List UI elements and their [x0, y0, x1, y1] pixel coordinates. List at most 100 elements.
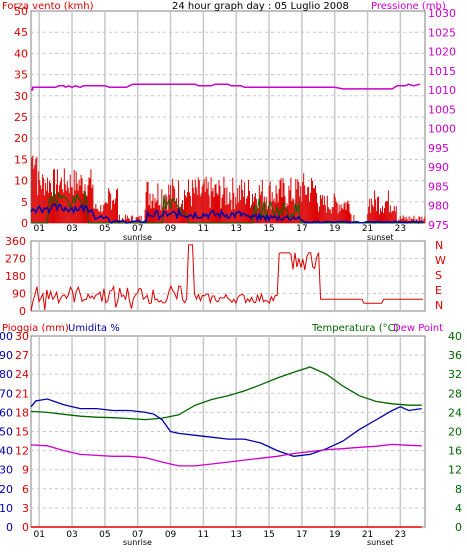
hum-ytick-30: 30 — [15, 330, 29, 343]
hum-ytick-6: 6 — [22, 483, 29, 496]
pressure-ytick-990: 990 — [428, 161, 449, 174]
pressure-ytick-1030: 1030 — [428, 7, 456, 20]
wind-ytick-50: 50 — [14, 5, 28, 18]
temp-ytick-16: 16 — [448, 445, 462, 458]
wind-ytick-0: 0 — [21, 217, 28, 230]
wind-green-line — [31, 190, 424, 224]
wind-panel-frame — [30, 10, 426, 224]
dewpoint-line — [30, 443, 422, 467]
rain-ytick-0: 0 — [6, 521, 13, 534]
sunset-label-bottom: sunset — [367, 538, 394, 547]
temp-xtick-09: 09 — [165, 530, 177, 540]
temp-xtick-19: 19 — [329, 530, 341, 540]
temp-xtick-05: 05 — [99, 530, 110, 540]
temperature-axis-label: Temperatura (°C) — [311, 323, 399, 334]
series-layer — [30, 83, 426, 528]
dir-ytick-270: 270 — [5, 253, 26, 266]
temp-ytick-0: 0 — [455, 521, 462, 534]
rain-ytick-60: 60 — [0, 406, 13, 419]
temp-ytick-8: 8 — [455, 483, 462, 496]
temp-xtick-21: 21 — [362, 530, 373, 540]
temp-ytick-28: 28 — [448, 387, 462, 400]
dir-ytick-360: 360 — [5, 235, 26, 248]
wind-ytick-10: 10 — [14, 175, 28, 188]
dir-label-1: W — [435, 254, 446, 267]
temp-panel-frame — [30, 335, 426, 528]
temp-ytick-40: 40 — [448, 330, 462, 343]
dir-label-4: N — [435, 299, 443, 312]
direction-line — [30, 244, 423, 312]
humidity-axis-label: Umidita % — [68, 323, 120, 334]
temp-xtick-03: 03 — [66, 530, 77, 540]
rain-ytick-40: 40 — [0, 445, 13, 458]
hum-ytick-9: 9 — [22, 464, 29, 477]
sunrise-label-bottom: sunrise — [123, 538, 152, 547]
pressure-axis-label: Pressione (mb) — [371, 1, 446, 12]
wind-xtick-17: 17 — [296, 224, 307, 234]
pressure-ytick-975: 975 — [428, 219, 449, 232]
temperature-line — [30, 366, 422, 421]
wind-xtick-23: 23 — [395, 224, 406, 234]
pressure-ytick-1010: 1010 — [428, 84, 456, 97]
hum-ytick-12: 12 — [15, 445, 29, 458]
dir-ytick-90: 90 — [12, 288, 26, 301]
pressure-ytick-1005: 1005 — [428, 103, 456, 116]
wind-xtick-21: 21 — [362, 224, 373, 234]
rain-ytick-90: 90 — [0, 349, 13, 362]
wind-xtick-09: 09 — [165, 224, 177, 234]
dewpoint-axis-label: Dew Point — [393, 323, 443, 334]
hum-ytick-21: 21 — [15, 387, 29, 400]
wind-xtick-07: 07 — [132, 224, 143, 234]
temp-ytick-36: 36 — [448, 349, 462, 362]
wind-ytick-25: 25 — [14, 111, 28, 124]
wind-average-line — [30, 203, 424, 224]
hum-ytick-15: 15 — [15, 426, 29, 439]
wind-xtick-03: 03 — [66, 224, 77, 234]
rain-ytick-30: 30 — [0, 464, 13, 477]
wind-xtick-15: 15 — [263, 224, 274, 234]
pressure-ytick-1020: 1020 — [428, 46, 456, 59]
dir-ytick-180: 180 — [5, 270, 26, 283]
wind-ytick-20: 20 — [14, 132, 28, 145]
rain-axis-label: Pioggia (mm) — [2, 323, 69, 334]
hum-ytick-24: 24 — [15, 368, 29, 381]
temp-ytick-4: 4 — [455, 502, 462, 515]
wind-axis-label: Forza vento (kmh) — [2, 1, 94, 12]
temp-xtick-07: 07 — [132, 530, 143, 540]
temp-xtick-11: 11 — [198, 530, 209, 540]
rain-ytick-10: 10 — [0, 502, 13, 515]
wind-xtick-01: 01 — [33, 224, 44, 234]
rain-ytick-80: 80 — [0, 368, 13, 381]
wind-xtick-19: 19 — [329, 224, 341, 234]
pressure-line — [31, 83, 421, 91]
temp-ytick-12: 12 — [448, 464, 462, 477]
wind-xtick-13: 13 — [230, 224, 241, 234]
pressure-ytick-1000: 1000 — [428, 123, 456, 136]
wind-ytick-5: 5 — [21, 196, 28, 209]
wind-ytick-35: 35 — [14, 69, 28, 82]
wind-xtick-05: 05 — [99, 224, 110, 234]
temp-ytick-20: 20 — [448, 426, 462, 439]
rain-ytick-70: 70 — [0, 387, 13, 400]
rain-ytick-50: 50 — [0, 426, 13, 439]
rain-ytick-20: 20 — [0, 483, 13, 496]
pressure-ytick-980: 980 — [428, 200, 449, 213]
chart-title: 24 hour graph day : 05 Luglio 2008 — [172, 1, 349, 12]
direction-panel-frame — [30, 240, 426, 312]
wind-ytick-30: 30 — [14, 90, 28, 103]
hum-ytick-0: 0 — [22, 521, 29, 534]
dir-label-2: S — [435, 269, 442, 282]
temp-xtick-23: 23 — [395, 530, 406, 540]
wind-ytick-15: 15 — [14, 153, 28, 166]
dir-ytick-0: 0 — [19, 305, 26, 318]
sunrise-label: sunrise — [123, 233, 152, 242]
hum-ytick-18: 18 — [15, 406, 29, 419]
temp-xtick-13: 13 — [230, 530, 241, 540]
rain-ytick-100: 100 — [0, 330, 13, 343]
wind-ytick-45: 45 — [14, 26, 28, 39]
temp-xtick-01: 01 — [33, 530, 44, 540]
pressure-ytick-1015: 1015 — [428, 65, 456, 78]
dir-label-3: E — [435, 284, 442, 297]
temp-ytick-32: 32 — [448, 368, 462, 381]
